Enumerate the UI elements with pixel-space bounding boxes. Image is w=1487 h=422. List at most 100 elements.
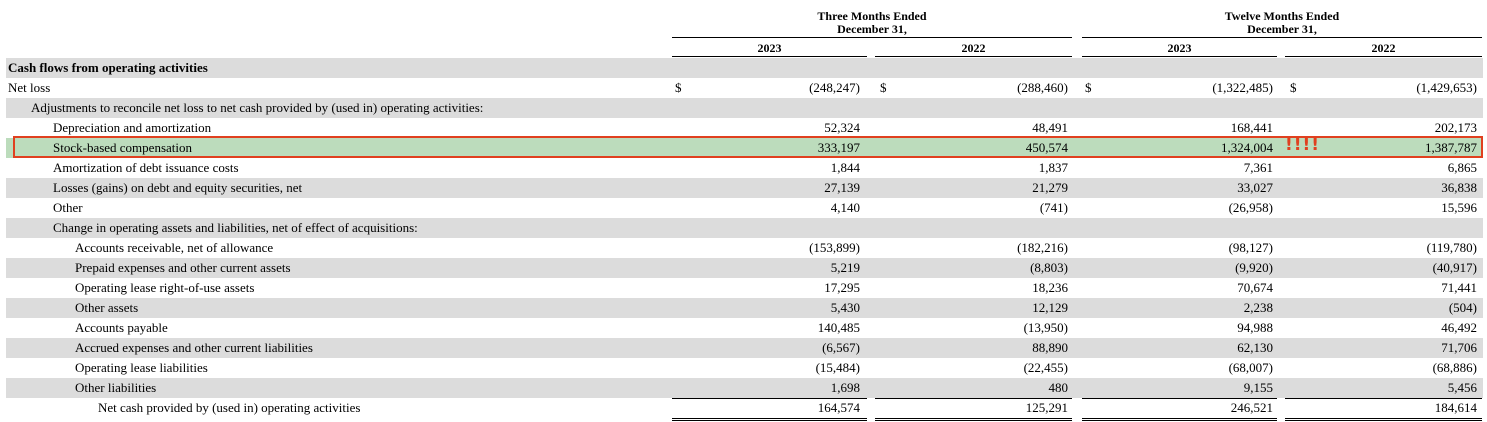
- annotation-mark: !!!!: [1285, 135, 1321, 155]
- cell-value: 1,324,004: [1221, 140, 1273, 155]
- row-label: Losses (gains) on debt and equity securi…: [53, 180, 303, 195]
- cell-value: (22,455): [1023, 360, 1068, 375]
- cell-value: 168,441: [1230, 120, 1273, 135]
- cell-value: 17,295: [824, 280, 860, 295]
- cell-value: 450,574: [1025, 140, 1068, 155]
- table-row: Change in operating assets and liabiliti…: [6, 218, 1483, 238]
- row-label: Adjustments to reconcile net loss to net…: [31, 100, 484, 115]
- row-label: Other: [53, 200, 83, 215]
- row-label: Amortization of debt issuance costs: [53, 160, 239, 175]
- year-header: 2022: [1371, 41, 1396, 55]
- cell-value: (13,950): [1023, 320, 1068, 335]
- row-label: Stock-based compensation: [53, 140, 192, 155]
- total-rule: [1082, 418, 1277, 419]
- cell-value: 9,155: [1243, 380, 1273, 395]
- cell-value: 48,491: [1032, 120, 1068, 135]
- cell-value: (1,429,653): [1416, 80, 1477, 95]
- cell-value: 333,197: [817, 140, 860, 155]
- cell-value: 94,988: [1237, 320, 1273, 335]
- row-label: Accounts receivable, net of allowance: [75, 240, 274, 255]
- total-rule: [1285, 418, 1482, 419]
- cell-value: (26,958): [1228, 200, 1273, 215]
- currency-symbol: $: [675, 80, 682, 95]
- year-header: 2023: [757, 41, 782, 55]
- cell-value: (182,216): [1017, 240, 1068, 255]
- total-rule: [1285, 420, 1482, 421]
- total-rule: [1082, 398, 1277, 399]
- currency-symbol: $: [880, 80, 887, 95]
- cell-value: 71,441: [1441, 280, 1477, 295]
- total-rule: [1082, 420, 1277, 421]
- cell-value: (1,322,485): [1212, 80, 1273, 95]
- table-row: Operating lease liabilities (15,484) (22,4…: [6, 358, 1483, 378]
- cell-value: 164,574: [817, 400, 860, 415]
- table-row: Accounts payable 140,485 (13,950) 94,988 46,…: [6, 318, 1483, 338]
- total-rule: [672, 418, 867, 419]
- cell-value: 480: [1048, 380, 1069, 395]
- cell-value: (8,803): [1030, 260, 1068, 275]
- cell-value: (15,484): [815, 360, 860, 375]
- currency-symbol: $: [1085, 80, 1092, 95]
- row-label: Accounts payable: [75, 320, 168, 335]
- table-row: Accrued expenses and other current liabi…: [6, 338, 1483, 358]
- year-rule: [672, 56, 867, 57]
- cell-value: 1,387,787: [1425, 140, 1477, 155]
- cell-value: 246,521: [1230, 400, 1273, 415]
- row-label: Change in operating assets and liabiliti…: [53, 220, 418, 235]
- table-row: Amortization of debt issuance costs 1,844…: [6, 158, 1483, 178]
- cell-value: 6,865: [1447, 160, 1477, 175]
- cell-value: (68,007): [1228, 360, 1273, 375]
- cell-value: (288,460): [1017, 80, 1068, 95]
- cell-value: (741): [1039, 200, 1068, 215]
- cell-value: 184,614: [1434, 400, 1477, 415]
- row-label: Operating lease liabilities: [75, 360, 208, 375]
- year-rule: [1285, 56, 1482, 57]
- row-label: Other assets: [75, 300, 139, 315]
- cell-value: 2,238: [1243, 300, 1273, 315]
- table-row: Other assets 5,430 12,129 2,238 (504): [6, 298, 1483, 318]
- total-rule: [672, 398, 867, 399]
- total-rule: [1285, 398, 1482, 399]
- table-row: Other 4,140 (741) (26,958) 15,596: [6, 198, 1483, 218]
- highlight-box: [13, 136, 1483, 158]
- table-row: Stock-based compensation 333,197 450,574 1,…: [6, 138, 1483, 158]
- cell-value: 125,291: [1025, 400, 1068, 415]
- cell-value: 62,130: [1237, 340, 1273, 355]
- cell-value: 1,837: [1038, 160, 1068, 175]
- row-label: Net cash provided by (used in) operating…: [98, 400, 361, 415]
- table-row: Net cash provided by (used in) operating…: [6, 398, 1483, 418]
- year-header: 2023: [1167, 41, 1192, 55]
- table-row: Prepaid expenses and other current asset…: [6, 258, 1483, 278]
- cell-value: 88,890: [1032, 340, 1068, 355]
- table-row: Net loss $ $ $ $ (248,247) (288,460) (1,322,485…: [6, 78, 1483, 98]
- cell-value: 1,698: [830, 380, 860, 395]
- row-label: Accrued expenses and other current liabi…: [75, 340, 313, 355]
- total-rule: [875, 398, 1072, 399]
- total-rule: [875, 420, 1072, 421]
- row-label: Cash flows from operating activities: [8, 60, 208, 75]
- cell-value: (119,780): [1426, 240, 1477, 255]
- header-twelve-months: Twelve Months Ended December 31,: [1224, 9, 1340, 36]
- row-label: Prepaid expenses and other current asset…: [75, 260, 291, 275]
- cell-value: 15,596: [1441, 200, 1477, 215]
- cell-value: 7,361: [1243, 160, 1273, 175]
- header-rule: [1082, 37, 1482, 38]
- cell-value: 18,236: [1032, 280, 1068, 295]
- cell-value: 52,324: [824, 120, 860, 135]
- cell-value: 12,129: [1032, 300, 1068, 315]
- cell-value: (6,567): [822, 340, 860, 355]
- table-row: Operating lease right-of-use assets 17,29…: [6, 278, 1483, 298]
- cell-value: 33,027: [1237, 180, 1273, 195]
- row-label: Depreciation and amortization: [53, 120, 212, 135]
- cell-value: (68,886): [1432, 360, 1477, 375]
- cell-value: 5,456: [1447, 380, 1477, 395]
- table-row: Adjustments to reconcile net loss to net…: [6, 98, 1483, 118]
- cell-value: (98,127): [1228, 240, 1273, 255]
- total-rule: [875, 418, 1072, 419]
- cell-value: 5,430: [830, 300, 860, 315]
- cell-value: 4,140: [830, 200, 860, 215]
- row-label: Other liabilities: [75, 380, 157, 395]
- table-row: Accounts receivable, net of allowance (15…: [6, 238, 1483, 258]
- cell-value: 202,173: [1434, 120, 1477, 135]
- cell-value: (9,920): [1235, 260, 1273, 275]
